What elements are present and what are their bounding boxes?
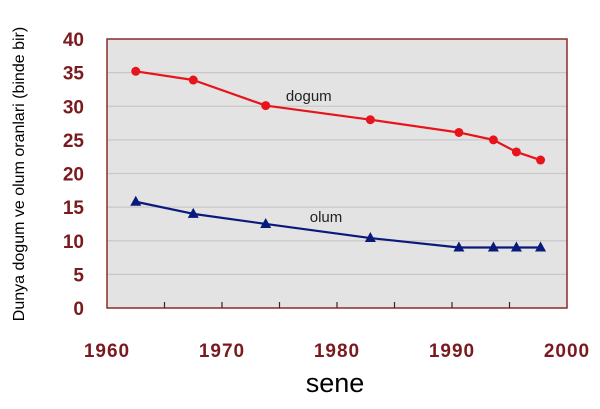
data-point (364, 232, 376, 243)
data-point (488, 135, 498, 145)
data-point (453, 241, 465, 252)
x-axis-tick-labels: 1960 1970 1980 1990 2000 (84, 341, 590, 362)
y-tick-label: 30 (63, 97, 84, 118)
data-point (535, 241, 547, 252)
x-tick-label: 2000 (544, 341, 590, 362)
y-tick-label: 10 (63, 232, 84, 253)
data-point (511, 147, 521, 157)
data-point (130, 195, 142, 206)
data-point (187, 207, 199, 218)
series-olum (130, 195, 547, 252)
x-tick-label: 1970 (199, 341, 245, 362)
x-tick-label: 1980 (314, 341, 360, 362)
y-tick-label: 40 (63, 30, 84, 51)
y-tick-label: 15 (63, 198, 85, 219)
series-dogum (131, 66, 546, 165)
data-point (454, 127, 464, 137)
y-tick-label: 5 (73, 265, 84, 286)
series-label: olum (310, 209, 343, 226)
x-tick-label: 1960 (84, 341, 130, 362)
series (130, 66, 547, 252)
x-axis-label: sene (306, 368, 365, 398)
series-label: dogum (286, 88, 332, 105)
data-point (260, 217, 272, 228)
data-point (131, 66, 141, 76)
data-point (536, 155, 546, 165)
data-point (261, 101, 271, 111)
x-tick-label: 1990 (429, 341, 475, 362)
data-point (510, 241, 522, 252)
y-axis-tick-labels: 0 5 10 15 20 25 30 35 40 (63, 30, 85, 320)
data-point (365, 115, 375, 125)
data-point (188, 75, 198, 85)
series-labels: dogum olum (286, 88, 342, 226)
y-tick-label: 35 (63, 64, 85, 85)
y-tick-label: 20 (63, 165, 84, 186)
gridlines (107, 72, 567, 275)
y-tick-label: 25 (63, 131, 85, 152)
data-point (487, 241, 499, 252)
y-tick-label: 0 (73, 299, 84, 320)
x-axis-ticks (163, 302, 511, 308)
y-axis-label: Dunya dogum ve olum oranlari (binde bir) (11, 27, 28, 321)
